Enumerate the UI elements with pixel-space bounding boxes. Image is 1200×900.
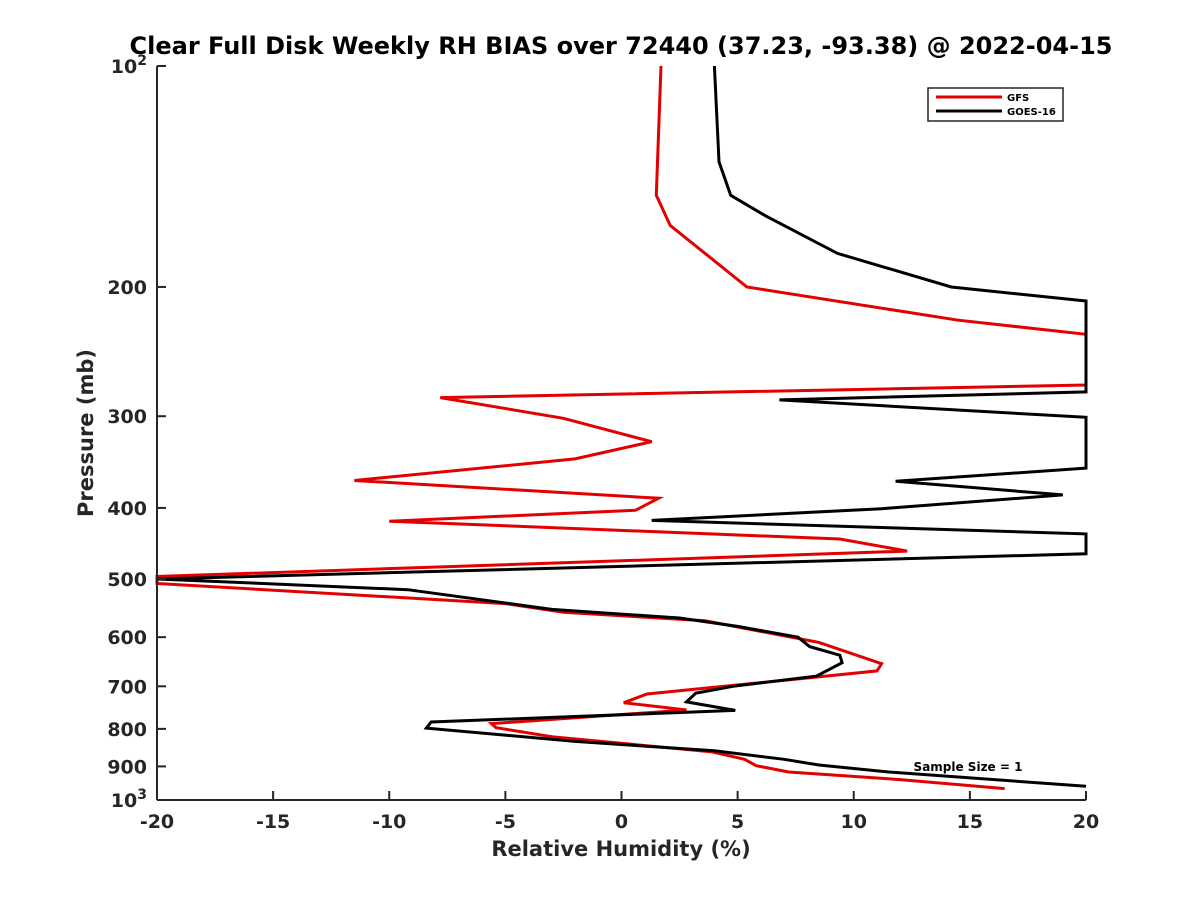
- y-tick-label: 102: [111, 53, 147, 78]
- x-tick-label: -20: [140, 811, 174, 833]
- x-axis-label: Relative Humidity (%): [491, 837, 750, 861]
- x-tick-label: -10: [372, 811, 406, 833]
- y-tick-label: 900: [107, 756, 147, 778]
- x-tick-label: 15: [957, 811, 983, 833]
- chart-title: Clear Full Disk Weekly RH BIAS over 7244…: [130, 32, 1113, 60]
- plot-area: [155, 65, 1088, 801]
- sample-size-annotation: Sample Size = 1: [914, 760, 1023, 774]
- y-tick-label: 600: [107, 627, 147, 649]
- legend: GFS GOES-16: [927, 87, 1064, 122]
- y-axis-ticks: 102 200 300 400 500 600 700 800 900 103: [107, 53, 166, 812]
- y-tick-label: 400: [107, 498, 147, 520]
- x-axis-ticks: -20 -15 -10 -5 0 5 10 15 20: [140, 791, 1099, 833]
- y-tick-label: 103: [111, 787, 147, 812]
- y-axis-label: Pressure (mb): [74, 349, 98, 517]
- x-tick-label: -15: [256, 811, 290, 833]
- x-tick-label: 10: [841, 811, 867, 833]
- y-tick-label: 200: [107, 277, 147, 299]
- legend-label-gfs: GFS: [1007, 93, 1029, 104]
- x-tick-label: 5: [731, 811, 744, 833]
- legend-box: [927, 87, 1064, 122]
- x-tick-label: 0: [615, 811, 628, 833]
- y-tick-label: 300: [107, 406, 147, 428]
- series-line-goes-16: [156, 65, 1088, 788]
- legend-label-goes-16: GOES-16: [1007, 107, 1056, 118]
- x-tick-label: 20: [1073, 811, 1099, 833]
- x-tick-label: -5: [495, 811, 516, 833]
- y-tick-label: 800: [107, 719, 147, 741]
- y-tick-label: 500: [107, 569, 147, 591]
- y-tick-label: 700: [107, 676, 147, 698]
